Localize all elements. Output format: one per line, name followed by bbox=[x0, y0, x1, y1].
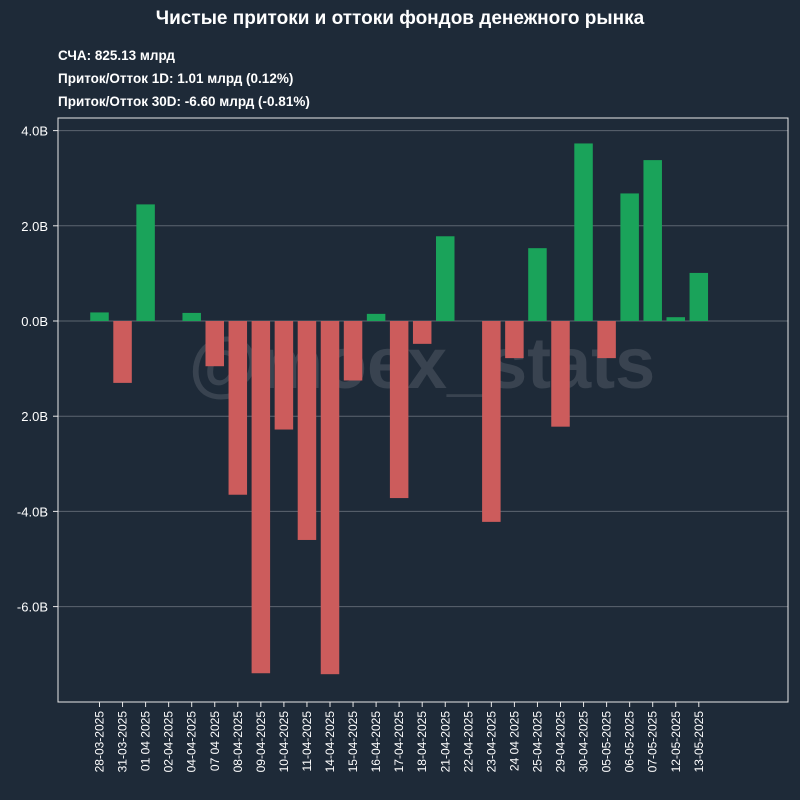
bar bbox=[528, 248, 547, 321]
bar bbox=[505, 321, 524, 359]
x-tick-label: 21-04-2025 bbox=[438, 711, 452, 773]
x-tick-label: 08-04-2025 bbox=[231, 711, 245, 773]
x-tick-label: 07-05-2025 bbox=[646, 711, 660, 773]
x-tick-label: 01 04 2025 bbox=[139, 711, 153, 771]
x-tick-label: 14-04-2025 bbox=[323, 711, 337, 773]
x-tick-label: 24 04 2025 bbox=[507, 711, 521, 771]
bar bbox=[251, 321, 271, 674]
x-axis: 28-03-2025 31-03-2025 01 04 2025 02-04-2025… bbox=[93, 702, 706, 772]
x-tick-label: 18-04-2025 bbox=[415, 711, 429, 773]
x-tick-label: 04-04-2025 bbox=[185, 711, 199, 773]
plot-frame bbox=[57, 117, 789, 703]
bar bbox=[297, 321, 317, 540]
bar bbox=[182, 312, 201, 321]
y-tick-label: 2.0B bbox=[21, 219, 48, 234]
x-tick-label: 25-04-2025 bbox=[530, 711, 544, 773]
bar bbox=[113, 321, 132, 383]
stat-flow-30d: Приток/Отток 30D: -6.60 млрд (-0.81%) bbox=[58, 94, 310, 109]
bar bbox=[551, 321, 570, 427]
x-tick-label: 11-04-2025 bbox=[300, 711, 314, 772]
x-tick-label: 02-04-2025 bbox=[162, 711, 176, 773]
x-tick-label: 30-04-2025 bbox=[577, 711, 591, 773]
bar bbox=[136, 204, 155, 321]
x-tick-label: 15-04-2025 bbox=[346, 711, 360, 773]
x-tick-label: 16-04-2025 bbox=[369, 711, 383, 773]
x-tick-label: 28-03-2025 bbox=[93, 711, 107, 773]
stats-block: СЧА: 825.13 млрд Приток/Отток 1D: 1.01 м… bbox=[58, 44, 310, 113]
x-tick-label: 06-05-2025 bbox=[623, 711, 637, 773]
chart-title: Чистые притоки и оттоки фондов денежного… bbox=[155, 8, 645, 29]
bar bbox=[90, 312, 109, 321]
x-tick-label: 31-03-2025 bbox=[116, 711, 130, 773]
bar bbox=[597, 321, 616, 359]
grid-lines bbox=[58, 130, 788, 608]
stat-flow-1d: Приток/Отток 1D: 1.01 млрд (0.12%) bbox=[58, 71, 294, 86]
bar bbox=[574, 143, 593, 321]
bar bbox=[366, 313, 386, 321]
bars bbox=[90, 143, 709, 675]
bar bbox=[228, 321, 248, 495]
x-tick-label: 10-04-2025 bbox=[277, 711, 291, 773]
y-tick-label: -6.0B bbox=[17, 600, 48, 615]
x-tick-label: 29-04-2025 bbox=[554, 711, 568, 773]
y-tick-label: 0.0B bbox=[21, 314, 48, 329]
x-tick-label: 07 04 2025 bbox=[208, 711, 222, 771]
bar bbox=[436, 236, 455, 321]
y-tick-label: 4.0B bbox=[21, 124, 48, 139]
bar bbox=[689, 272, 709, 321]
x-tick-label: 22-04-2025 bbox=[461, 711, 475, 773]
bar bbox=[205, 321, 224, 367]
y-tick-label: 2.0B bbox=[21, 409, 48, 424]
bar bbox=[620, 193, 639, 321]
x-tick-label: 17-04-2025 bbox=[392, 711, 406, 773]
bar bbox=[343, 321, 363, 381]
bar bbox=[412, 321, 432, 344]
bar bbox=[666, 317, 685, 321]
bar bbox=[482, 321, 501, 522]
x-tick-label: 12-05-2025 bbox=[669, 711, 683, 773]
stat-nav: СЧА: 825.13 млрд bbox=[58, 48, 175, 63]
bar bbox=[274, 321, 294, 430]
y-tick-label: -4.0B bbox=[17, 504, 48, 519]
x-tick-label: 23-04-2025 bbox=[484, 711, 498, 773]
bar bbox=[389, 321, 409, 499]
x-tick-label: 05-05-2025 bbox=[600, 711, 614, 773]
x-tick-label: 09-04-2025 bbox=[254, 711, 268, 773]
bar bbox=[643, 160, 662, 321]
y-axis: 4.0B 2.0B 0.0B 2.0B -4.0B -6.0B bbox=[17, 124, 58, 615]
bar bbox=[320, 321, 340, 675]
x-tick-label: 13-05-2025 bbox=[692, 711, 706, 773]
